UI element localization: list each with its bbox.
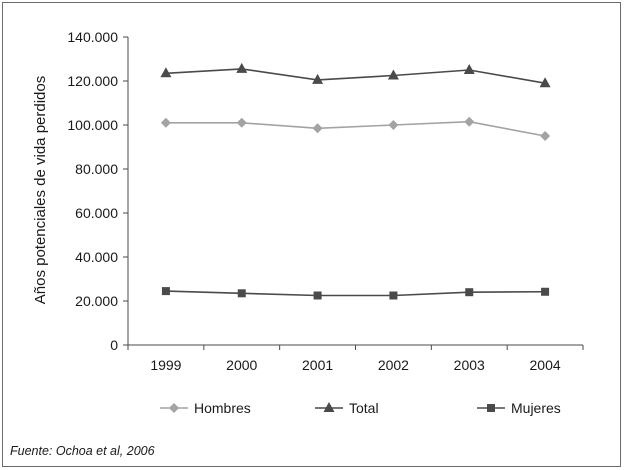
x-tick-label: 2001 [302,357,333,373]
legend-label-hombres: Hombres [194,400,251,416]
y-tick-label: 140.000 [67,29,118,45]
data-point-hombres [388,120,399,130]
y-axis-title: Años potenciales de vida perdidos [32,76,49,305]
legend-marker-hombres [169,403,179,413]
x-tick-label: 2004 [530,357,561,373]
data-point-total [160,67,172,78]
series-line-total [165,68,546,84]
y-tick-label: 0 [110,337,118,353]
legend: Hombres Total Mujeres [160,400,561,416]
data-point-mujeres [161,287,170,296]
data-point-total [387,69,399,80]
y-tick-label: 60.000 [75,205,118,221]
data-point-hombres [464,116,475,127]
y-tick-label: 20.000 [75,293,118,309]
legend-marker-mujeres [487,404,495,412]
data-point-hombres [236,117,247,128]
data-point-mujeres [465,288,474,297]
source-note: Fuente: Ochoa et al, 2006 [10,444,155,458]
data-point-total [312,73,324,84]
data-point-mujeres [313,291,322,300]
series-group [160,62,551,300]
data-point-mujeres [237,289,246,298]
legend-label-total: Total [349,400,379,416]
x-tick-label: 2002 [378,357,409,373]
data-point-hombres [312,123,323,134]
series-line-mujeres [165,290,546,297]
x-tick-label: 2000 [226,357,257,373]
data-point-mujeres [541,287,550,296]
data-point-mujeres [389,291,398,300]
series-line-hombres [165,120,546,137]
x-tick-label: 1999 [150,357,181,373]
x-tick-label: 2003 [454,357,485,373]
legend-marker-total [323,402,335,412]
y-tick-label: 100.000 [67,117,118,133]
y-tick-label: 40.000 [75,249,118,265]
data-point-hombres [540,131,551,141]
data-point-hombres [160,117,171,128]
x-axis: 1999 2000 2001 2002 2003 2004 [127,344,584,373]
y-tick-label: 80.000 [75,161,118,177]
legend-label-mujeres: Mujeres [511,400,561,416]
data-point-total [463,64,475,74]
y-tick-label: 120.000 [67,73,118,89]
data-point-total [236,62,248,73]
y-axis: 0 20.000 40.000 60.000 80.000 100.000 120.000 1… [67,29,129,353]
data-point-total [539,77,551,88]
